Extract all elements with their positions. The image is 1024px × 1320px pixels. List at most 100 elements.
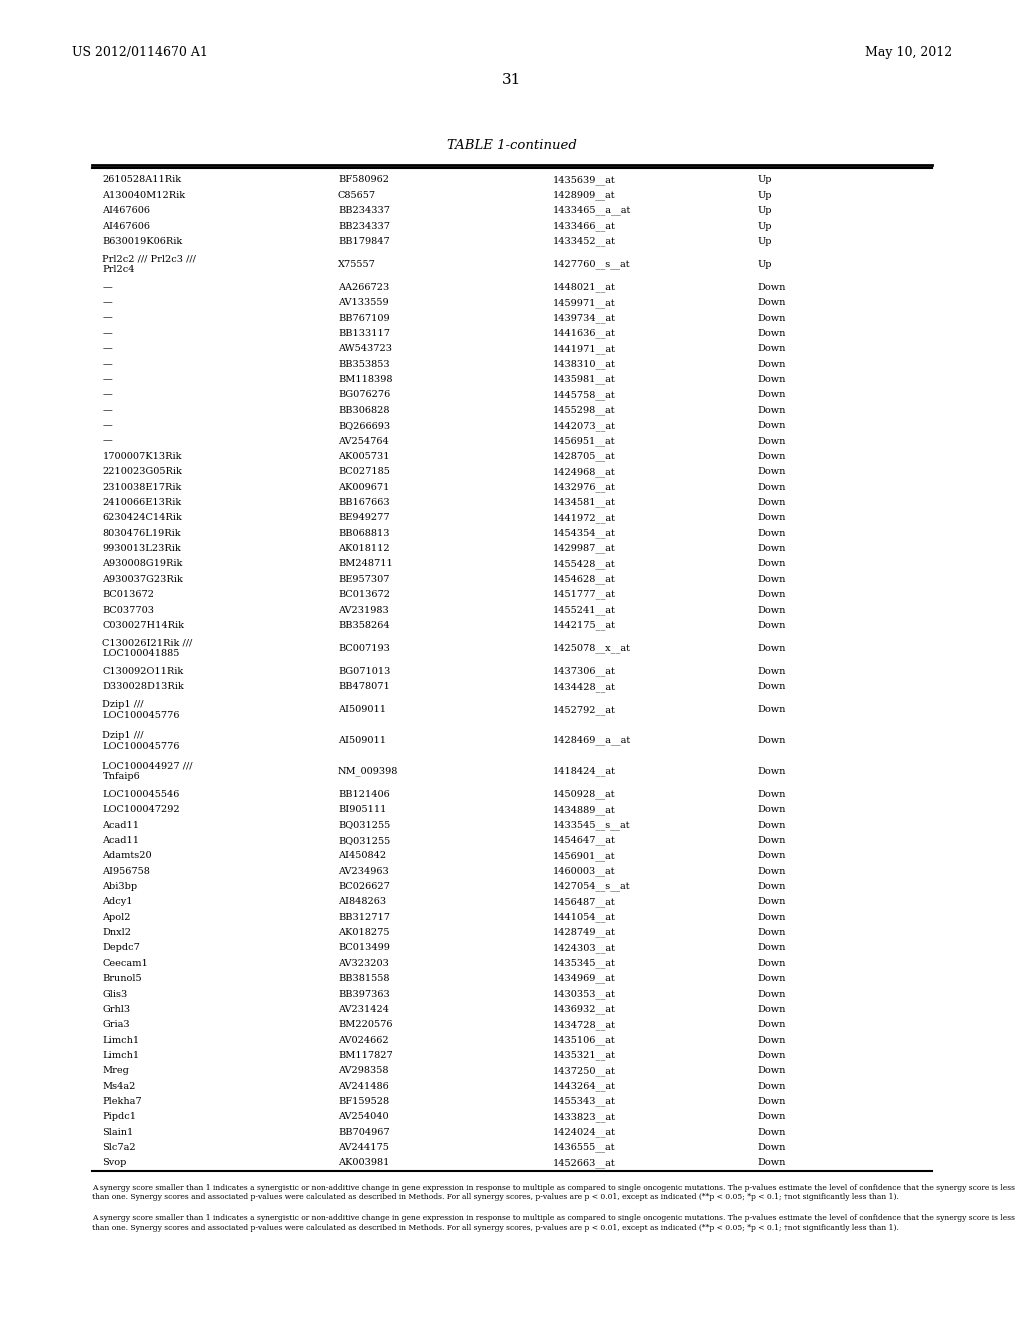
Text: Down: Down [758,391,786,400]
Text: Up: Up [758,222,772,231]
Text: BF159528: BF159528 [338,1097,389,1106]
Text: 1434969__at: 1434969__at [553,974,615,983]
Text: BB358264: BB358264 [338,620,389,630]
Text: 1428909__at: 1428909__at [553,190,615,201]
Text: 1448021__at: 1448021__at [553,282,615,292]
Text: 1454647__at: 1454647__at [553,836,615,845]
Text: BC037703: BC037703 [102,606,155,615]
Text: Acad11: Acad11 [102,836,139,845]
Text: Dzip1 ///
LOC100045776: Dzip1 /// LOC100045776 [102,730,180,751]
Text: 1460003__at: 1460003__at [553,866,615,876]
Text: 31: 31 [503,73,521,87]
Text: AK003981: AK003981 [338,1159,389,1167]
Text: 1455428__at: 1455428__at [553,560,615,569]
Text: 1456951__at: 1456951__at [553,436,615,446]
Text: 1433545__s__at: 1433545__s__at [553,820,631,830]
Text: Down: Down [758,329,786,338]
Text: D330028D13Rik: D330028D13Rik [102,682,184,692]
Text: A930008G19Rik: A930008G19Rik [102,560,182,569]
Text: 1451777__at: 1451777__at [553,590,616,599]
Text: —: — [102,298,113,308]
Text: Down: Down [758,912,786,921]
Text: Down: Down [758,451,786,461]
Text: AW543723: AW543723 [338,345,392,354]
Text: 1454354__at: 1454354__at [553,528,615,539]
Text: 1445758__at: 1445758__at [553,391,615,400]
Text: 1430353__at: 1430353__at [553,989,615,999]
Text: Down: Down [758,529,786,537]
Text: 1456901__at: 1456901__at [553,851,615,861]
Text: 1435639__at: 1435639__at [553,176,615,185]
Text: BG071013: BG071013 [338,667,390,676]
Text: 1435345__at: 1435345__at [553,958,615,968]
Text: BB133117: BB133117 [338,329,390,338]
Text: 1437250__at: 1437250__at [553,1067,615,1076]
Text: US 2012/0114670 A1: US 2012/0114670 A1 [72,46,208,59]
Text: AV231424: AV231424 [338,1005,389,1014]
Text: 8030476L19Rik: 8030476L19Rik [102,529,181,537]
Text: AK005731: AK005731 [338,451,389,461]
Text: Down: Down [758,606,786,615]
Text: 1442175__at: 1442175__at [553,620,616,630]
Text: Prl2c2 /// Prl2c3 ///
Prl2c4: Prl2c2 /// Prl2c3 /// Prl2c4 [102,255,197,275]
Text: AV323203: AV323203 [338,958,389,968]
Text: BB353853: BB353853 [338,360,389,368]
Text: BM118398: BM118398 [338,375,392,384]
Text: Down: Down [758,1097,786,1106]
Text: BC027185: BC027185 [338,467,390,477]
Text: NM_009398: NM_009398 [338,767,398,776]
Text: Ceecam1: Ceecam1 [102,958,148,968]
Text: AV298358: AV298358 [338,1067,388,1076]
Text: Slc7a2: Slc7a2 [102,1143,136,1152]
Text: BB312717: BB312717 [338,912,390,921]
Text: 1441972__at: 1441972__at [553,513,616,523]
Text: 1435321__at: 1435321__at [553,1051,616,1060]
Text: 1700007K13Rik: 1700007K13Rik [102,451,182,461]
Text: 1436932__at: 1436932__at [553,1005,615,1014]
Text: BC013499: BC013499 [338,944,390,953]
Text: Down: Down [758,737,786,744]
Text: 1442073__at: 1442073__at [553,421,616,430]
Text: 1438310__at: 1438310__at [553,359,615,370]
Text: BB234337: BB234337 [338,222,390,231]
Text: Down: Down [758,483,786,491]
Text: 1433466__at: 1433466__at [553,222,615,231]
Text: BB767109: BB767109 [338,314,389,322]
Text: A synergy score smaller than 1 indicates a synergistic or non-additive change in: A synergy score smaller than 1 indicates… [92,1184,1015,1201]
Text: B630019K06Rik: B630019K06Rik [102,236,182,246]
Text: Down: Down [758,1051,786,1060]
Text: Down: Down [758,705,786,714]
Text: 1418424__at: 1418424__at [553,767,616,776]
Text: AI509011: AI509011 [338,737,386,744]
Text: BI905111: BI905111 [338,805,386,814]
Text: —: — [102,405,113,414]
Text: Down: Down [758,282,786,292]
Text: BE949277: BE949277 [338,513,389,523]
Text: AK018112: AK018112 [338,544,389,553]
Text: BB704967: BB704967 [338,1127,389,1137]
Text: Gria3: Gria3 [102,1020,130,1030]
Text: Down: Down [758,467,786,477]
Text: BC013672: BC013672 [338,590,390,599]
Text: Down: Down [758,789,786,799]
Text: BC013672: BC013672 [102,590,155,599]
Text: Grhl3: Grhl3 [102,1005,130,1014]
Text: AI848263: AI848263 [338,898,386,907]
Text: BQ266693: BQ266693 [338,421,390,430]
Text: BM220576: BM220576 [338,1020,392,1030]
Text: —: — [102,391,113,400]
Text: 1433465__a__at: 1433465__a__at [553,206,632,215]
Text: Down: Down [758,620,786,630]
Text: Up: Up [758,206,772,215]
Text: Down: Down [758,898,786,907]
Text: AV241486: AV241486 [338,1081,389,1090]
Text: Down: Down [758,421,786,430]
Text: 1436555__at: 1436555__at [553,1143,615,1152]
Text: 1439734__at: 1439734__at [553,313,616,323]
Text: AV024662: AV024662 [338,1036,388,1044]
Text: 1456487__at: 1456487__at [553,898,615,907]
Text: AV234963: AV234963 [338,867,389,875]
Text: Adcy1: Adcy1 [102,898,133,907]
Text: 1425078__x__at: 1425078__x__at [553,644,631,653]
Text: 1424303__at: 1424303__at [553,942,616,953]
